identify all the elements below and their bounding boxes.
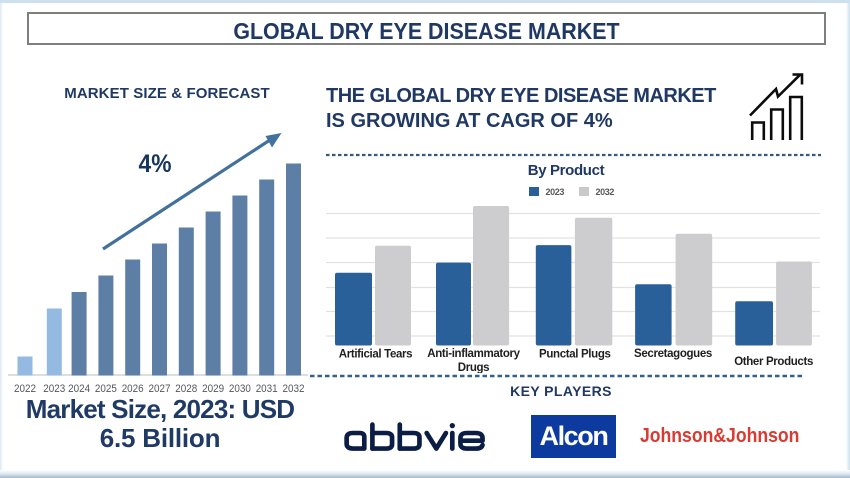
svg-text:2027: 2027 [149, 383, 171, 395]
svg-text:2029: 2029 [202, 383, 224, 395]
svg-text:2032: 2032 [283, 383, 305, 395]
svg-text:Artificial Tears: Artificial Tears [339, 349, 412, 361]
svg-text:2031: 2031 [256, 383, 278, 395]
svg-text:2023: 2023 [43, 383, 65, 395]
svg-text:2026: 2026 [122, 383, 144, 395]
svg-text:Punctal Plugs: Punctal Plugs [539, 349, 611, 361]
svg-text:4%: 4% [139, 150, 172, 178]
svg-text:2030: 2030 [229, 383, 251, 395]
svg-text:Secretagogues: Secretagogues [634, 348, 712, 360]
svg-text:Anti-inflammatory: Anti-inflammatory [427, 348, 520, 360]
svg-text:Other Products: Other Products [734, 356, 813, 368]
svg-text:Drugs: Drugs [458, 362, 489, 373]
svg-text:2025: 2025 [95, 383, 117, 395]
svg-text:2028: 2028 [175, 383, 197, 395]
svg-text:2024: 2024 [68, 383, 90, 395]
svg-text:2022: 2022 [14, 383, 36, 395]
